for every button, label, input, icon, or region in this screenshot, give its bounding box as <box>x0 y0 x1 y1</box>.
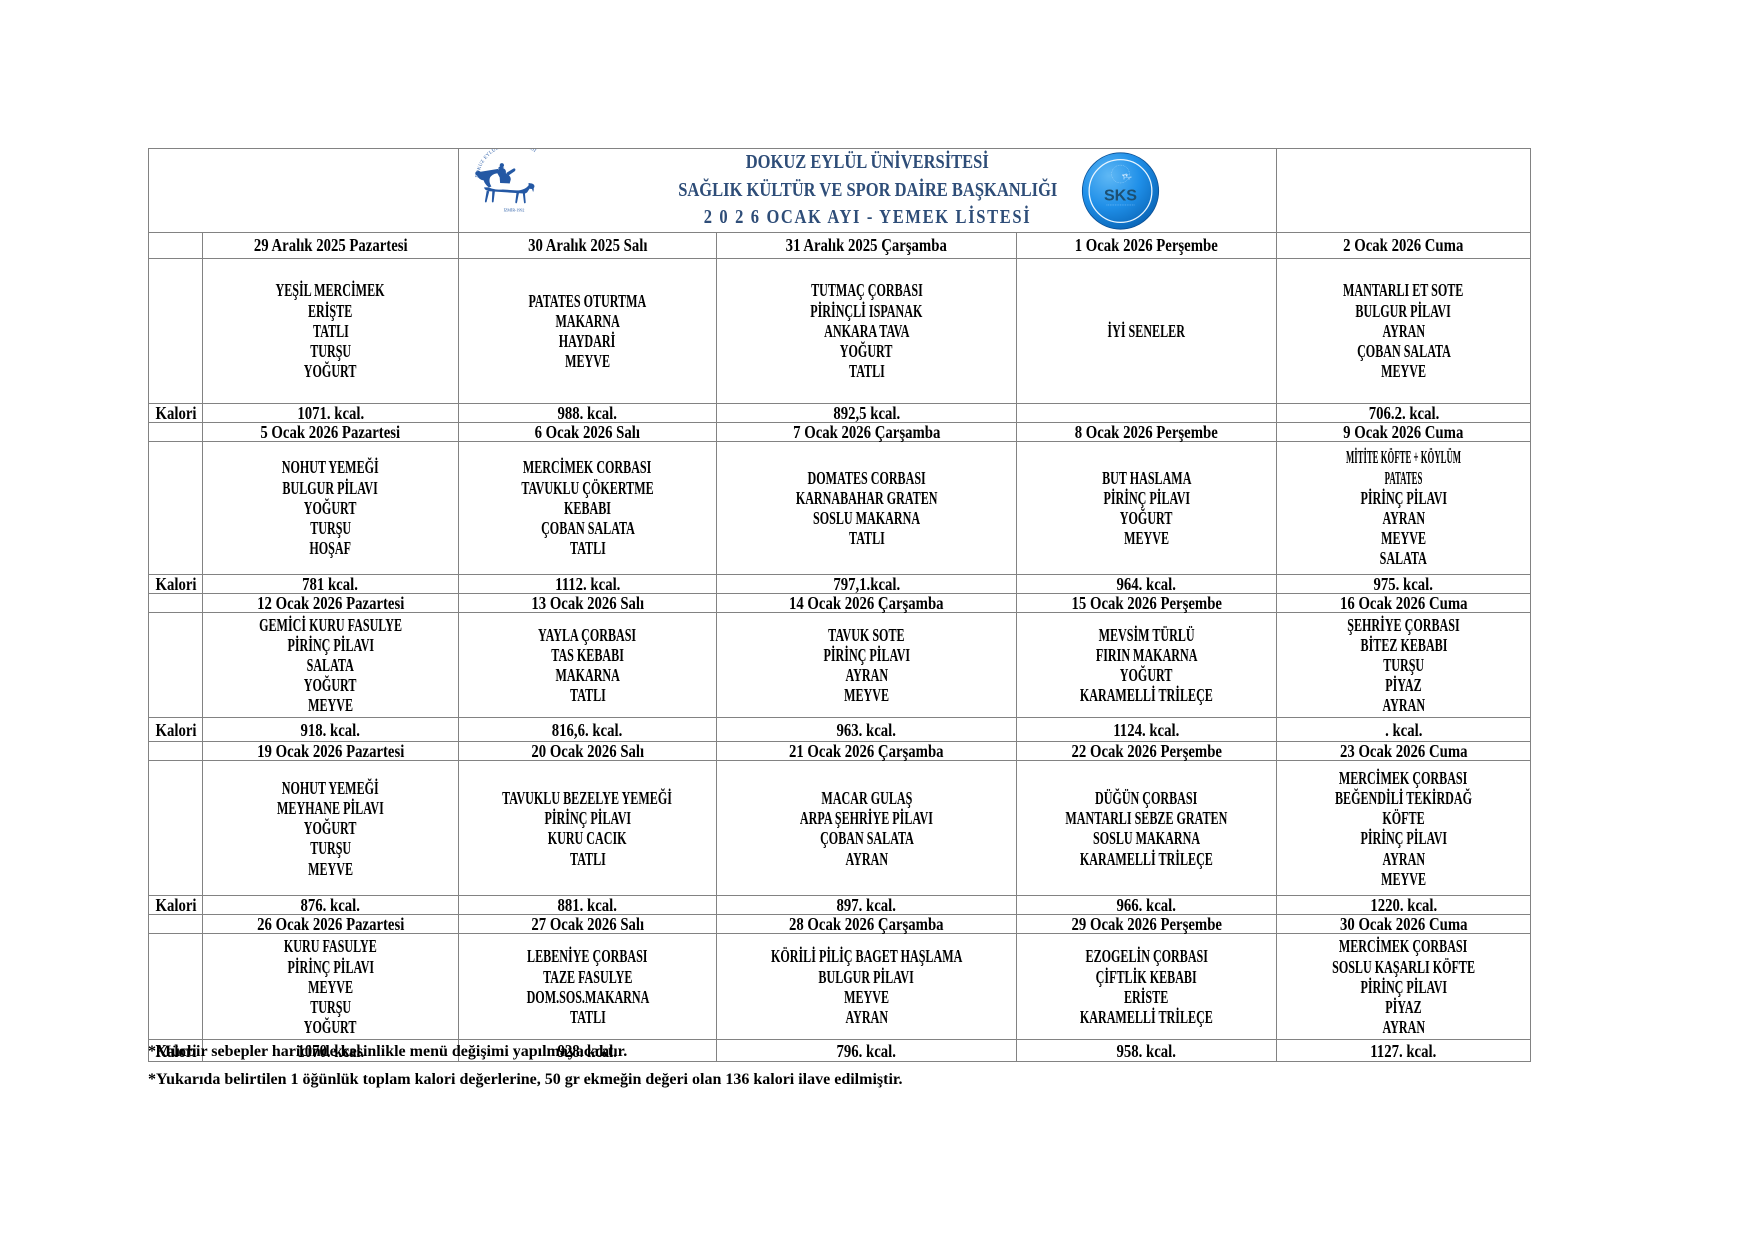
svg-text:SKS: SKS <box>1104 186 1137 204</box>
svg-text:İZMİR-1992: İZMİR-1992 <box>504 208 525 213</box>
